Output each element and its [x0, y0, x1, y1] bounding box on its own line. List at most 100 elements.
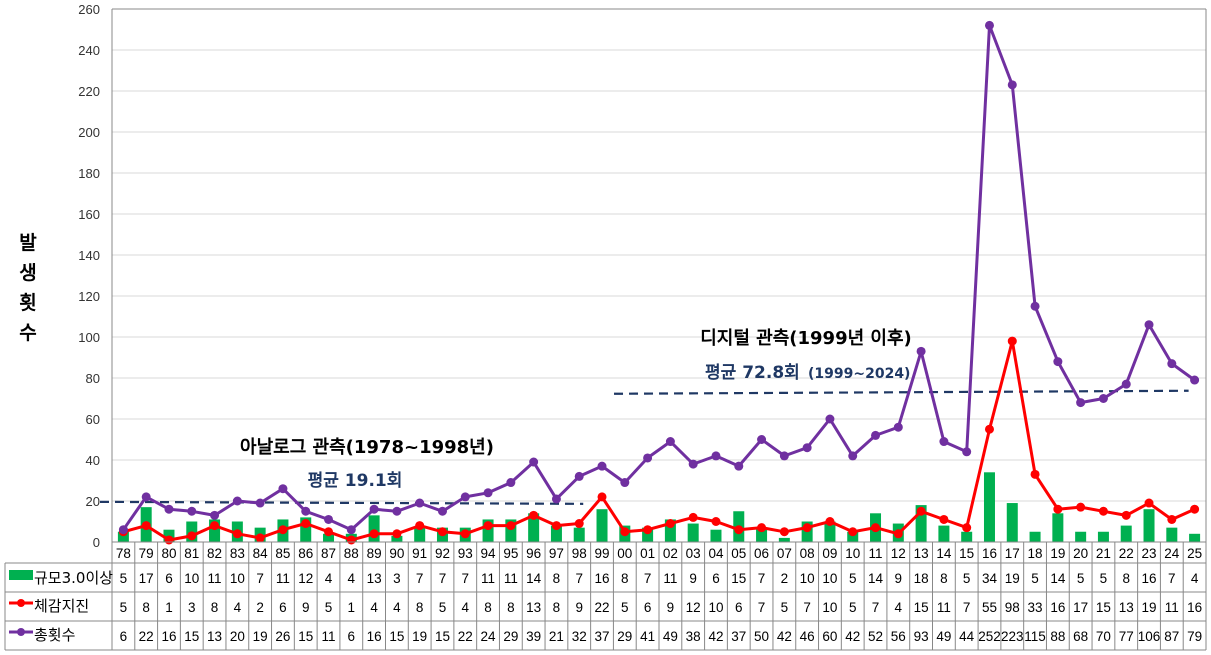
y-tick-label: 0	[93, 535, 100, 550]
data-marker	[711, 517, 721, 526]
category-label: 17	[1005, 546, 1020, 561]
bar	[528, 513, 540, 542]
data-marker	[392, 529, 402, 539]
category-label: 96	[526, 546, 541, 561]
y-tick-label: 180	[78, 166, 100, 181]
data-marker	[1121, 379, 1131, 389]
table-cell: 15	[389, 629, 404, 644]
data-marker	[848, 451, 858, 461]
category-label: 22	[1119, 546, 1134, 561]
table-cell: 6	[165, 571, 173, 586]
table-cell: 3	[393, 571, 401, 586]
table-cell: 22	[595, 600, 610, 615]
data-marker	[483, 488, 493, 498]
legend-label: 체감지진	[34, 597, 89, 615]
data-marker	[643, 453, 653, 463]
data-marker	[620, 478, 630, 488]
y-axis-title: 발 생 횟 수	[14, 228, 42, 348]
bar	[642, 527, 654, 542]
bar	[1166, 527, 1178, 542]
data-marker	[278, 525, 288, 535]
category-label: 13	[914, 546, 929, 561]
table-cell: 252	[978, 629, 1001, 644]
data-marker	[437, 506, 447, 516]
bar	[1075, 531, 1087, 542]
table-cell: 7	[872, 600, 880, 615]
table-cell: 49	[936, 629, 951, 644]
data-marker	[1144, 320, 1154, 330]
table-cell: 46	[800, 629, 815, 644]
y-tick-label: 160	[78, 207, 100, 222]
table-cell: 19	[412, 629, 427, 644]
bar	[824, 521, 836, 542]
table-cell: 77	[1119, 629, 1134, 644]
digital-average-label: 평균 72.8회	[705, 363, 800, 383]
table-cell: 15	[435, 629, 450, 644]
data-marker	[301, 519, 311, 529]
category-label: 79	[139, 546, 154, 561]
y-axis-title-char: 생	[19, 262, 37, 284]
category-label: 23	[1142, 546, 1157, 561]
bar	[117, 531, 129, 542]
data-marker	[757, 435, 767, 444]
table-cell: 8	[507, 600, 515, 615]
data-marker	[825, 414, 835, 424]
data-marker	[848, 527, 858, 537]
table-cell: 8	[621, 571, 629, 586]
y-axis-title-char: 수	[19, 322, 37, 344]
table-cell: 2	[781, 571, 789, 586]
bar	[1006, 503, 1018, 542]
table-cell: 93	[914, 629, 929, 644]
table-cell: 14	[526, 571, 542, 586]
table-cell: 8	[211, 600, 219, 615]
bar	[915, 505, 927, 542]
table-cell: 7	[575, 571, 583, 586]
category-label: 91	[412, 546, 427, 561]
table-cell: 5	[1100, 571, 1108, 586]
table-cell: 4	[1191, 571, 1199, 586]
data-marker	[301, 506, 311, 516]
table-cell: 7	[803, 600, 811, 615]
data-marker	[437, 527, 447, 537]
legend-bar-icon	[9, 570, 33, 580]
digital-average-range: (1999~2024)	[808, 366, 910, 382]
category-label: 85	[275, 546, 290, 561]
table-cell: 8	[416, 600, 424, 615]
table-cell: 60	[822, 629, 837, 644]
table-cell: 5	[781, 600, 789, 615]
table-cell: 12	[298, 571, 313, 586]
category-label: 83	[230, 546, 245, 561]
table-cell: 5	[1077, 571, 1085, 586]
y-tick-label: 60	[86, 412, 100, 427]
table-cell: 68	[1073, 629, 1088, 644]
table-cell: 15	[914, 600, 929, 615]
data-marker	[665, 437, 675, 447]
bar	[961, 531, 973, 542]
data-marker	[506, 478, 516, 488]
data-marker	[939, 514, 949, 524]
data-marker	[1098, 506, 1108, 516]
table-cell: 29	[617, 629, 632, 644]
y-tick-label: 80	[86, 371, 100, 386]
total-count-line	[122, 23, 1196, 532]
table-cell: 5	[849, 600, 857, 615]
data-marker	[118, 525, 128, 535]
data-marker	[779, 451, 789, 461]
category-label: 08	[800, 546, 815, 561]
category-label: 01	[640, 546, 655, 561]
table-cell: 4	[895, 600, 903, 615]
y-tick-label: 200	[78, 125, 100, 140]
data-marker	[916, 346, 926, 356]
table-cell: 38	[686, 629, 701, 644]
table-cell: 10	[822, 571, 837, 586]
table-cell: 10	[800, 571, 815, 586]
y-tick-label: 220	[78, 84, 100, 99]
data-marker	[529, 510, 539, 520]
table-cell: 7	[256, 571, 264, 586]
bar	[1120, 525, 1132, 542]
data-marker	[324, 514, 334, 524]
bar	[938, 525, 950, 542]
table-cell: 4	[370, 600, 378, 615]
table-cell: 13	[207, 629, 222, 644]
table-cell: 56	[891, 629, 906, 644]
